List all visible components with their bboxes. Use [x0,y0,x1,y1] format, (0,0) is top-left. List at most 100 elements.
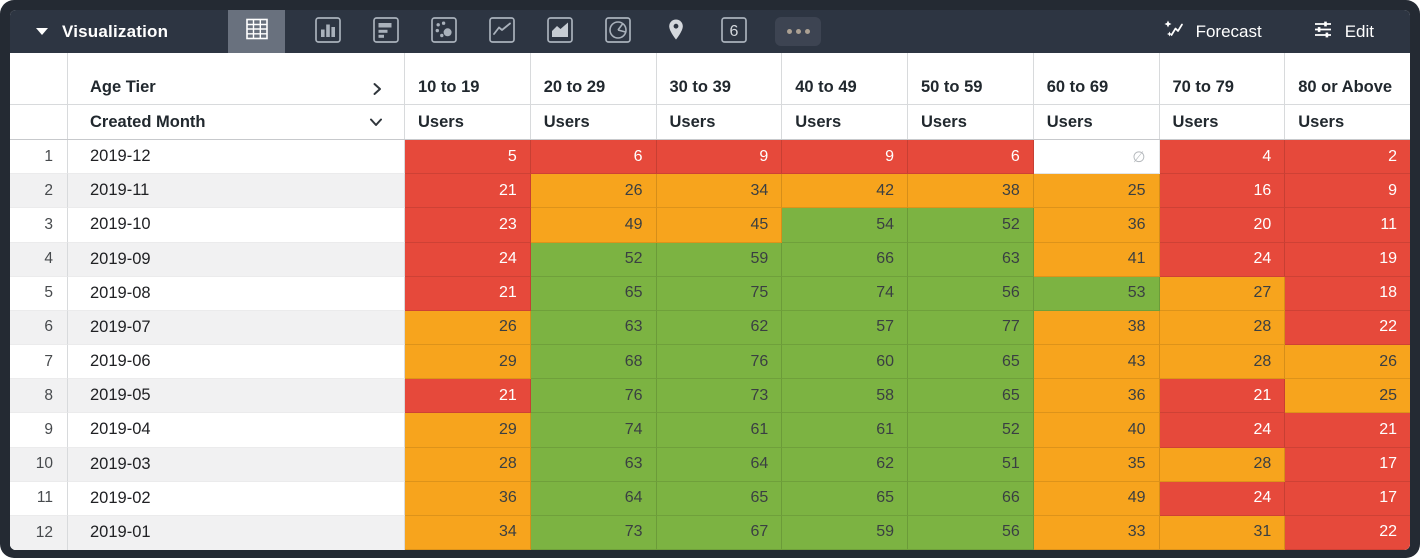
data-cell[interactable]: 52 [908,208,1034,243]
data-cell[interactable]: ∅ [1033,140,1160,175]
data-cell[interactable]: 51 [908,447,1034,482]
data-cell[interactable]: 45 [656,208,783,243]
data-cell[interactable]: 65 [530,276,657,311]
month-cell[interactable]: 2019-04 [68,413,405,448]
data-cell[interactable]: 28 [1159,310,1286,346]
data-cell[interactable]: 74 [530,413,657,448]
data-cell[interactable]: 18 [1285,276,1410,311]
data-cell[interactable]: 59 [656,242,783,277]
measure-header[interactable]: Users [907,105,1033,139]
month-cell[interactable]: 2019-07 [68,310,405,346]
month-cell[interactable]: 2019-01 [68,515,405,550]
data-cell[interactable]: 61 [782,413,908,448]
data-cell[interactable]: 5 [405,140,531,175]
data-cell[interactable]: 4 [1159,140,1286,175]
data-cell[interactable]: 61 [656,413,783,448]
data-cell[interactable]: 33 [1033,515,1160,550]
data-cell[interactable]: 67 [656,515,783,550]
data-cell[interactable]: 26 [530,174,657,209]
data-cell[interactable]: 9 [782,140,908,175]
data-cell[interactable]: 43 [1033,345,1160,380]
data-cell[interactable]: 75 [656,276,783,311]
month-cell[interactable]: 2019-03 [68,447,405,482]
data-cell[interactable]: 73 [530,515,657,550]
data-cell[interactable]: 28 [1159,447,1286,482]
column-header[interactable]: 40 to 49 [781,53,907,104]
measure-header[interactable]: Users [529,105,656,139]
data-cell[interactable]: 35 [1033,447,1160,482]
chart-type-single-value-button[interactable]: 6 [719,17,749,47]
month-cell[interactable]: 2019-11 [68,174,405,209]
chart-type-map-button[interactable] [661,17,691,47]
data-cell[interactable]: 41 [1033,242,1160,277]
chart-type-bar-chart-button[interactable] [371,17,401,47]
column-header[interactable]: 20 to 29 [529,53,656,104]
data-cell[interactable]: 25 [1285,379,1410,414]
forecast-button[interactable]: Forecast [1163,18,1262,45]
month-cell[interactable]: 2019-08 [68,276,405,311]
data-cell[interactable]: 66 [782,242,908,277]
measure-header[interactable]: Users [418,112,464,131]
data-cell[interactable]: 24 [405,242,531,277]
data-cell[interactable]: 36 [1033,379,1160,414]
data-cell[interactable]: 6 [530,140,657,175]
pivot-field-header[interactable]: Age Tier [68,53,405,104]
data-cell[interactable]: 62 [782,447,908,482]
data-cell[interactable]: 24 [1159,242,1286,277]
data-cell[interactable]: 76 [656,345,783,380]
data-cell[interactable]: 40 [1033,413,1160,448]
column-header[interactable]: 10 to 19 [418,78,480,96]
month-cell[interactable]: 2019-12 [68,140,405,175]
data-cell[interactable]: 64 [656,447,783,482]
data-cell[interactable]: 56 [908,515,1034,550]
data-cell[interactable]: 21 [405,379,531,414]
data-cell[interactable]: 22 [1285,310,1410,346]
data-cell[interactable]: 66 [908,481,1034,516]
measure-header[interactable]: Users [1284,105,1410,139]
data-cell[interactable]: 73 [656,379,783,414]
data-cell[interactable]: 63 [530,310,657,346]
data-cell[interactable]: 57 [782,310,908,346]
data-cell[interactable]: 59 [782,515,908,550]
row-field-header[interactable]: Created Month [68,105,405,139]
month-cell[interactable]: 2019-05 [68,379,405,414]
edit-button[interactable]: Edit [1312,18,1374,45]
data-cell[interactable]: 24 [1159,481,1286,516]
data-cell[interactable]: 68 [530,345,657,380]
data-cell[interactable]: 28 [1159,345,1286,380]
data-cell[interactable]: 52 [530,242,657,277]
data-cell[interactable]: 31 [1159,515,1286,550]
data-cell[interactable]: 60 [782,345,908,380]
data-cell[interactable]: 65 [656,481,783,516]
data-cell[interactable]: 58 [782,379,908,414]
data-cell[interactable]: 17 [1285,481,1410,516]
chart-type-scatter-plot-button[interactable] [429,17,459,47]
chart-type-line-chart-button[interactable] [487,17,517,47]
data-cell[interactable]: 64 [530,481,657,516]
measure-header[interactable]: Users [1158,105,1285,139]
data-cell[interactable]: 2 [1285,140,1410,175]
data-cell[interactable]: 29 [405,413,531,448]
month-cell[interactable]: 2019-10 [68,208,405,243]
data-cell[interactable]: 36 [405,481,531,516]
column-header[interactable]: 80 or Above [1284,53,1410,104]
data-cell[interactable]: 74 [782,276,908,311]
visualization-selector[interactable]: Visualization [10,10,228,53]
data-cell[interactable]: 63 [530,447,657,482]
data-cell[interactable]: 63 [908,242,1034,277]
data-cell[interactable]: 28 [405,447,531,482]
data-cell[interactable]: 17 [1285,447,1410,482]
month-cell[interactable]: 2019-09 [68,242,405,277]
data-cell[interactable]: 42 [782,174,908,209]
data-cell[interactable]: 36 [1033,208,1160,243]
measure-header[interactable]: Users [781,105,907,139]
data-cell[interactable]: 9 [656,140,783,175]
data-cell[interactable]: 11 [1285,208,1410,243]
data-cell[interactable]: 27 [1159,276,1286,311]
data-cell[interactable]: 22 [1285,515,1410,550]
data-cell[interactable]: 65 [908,345,1034,380]
data-cell[interactable]: 6 [908,140,1034,175]
column-header[interactable]: 60 to 69 [1032,53,1159,104]
data-cell[interactable]: 54 [782,208,908,243]
data-cell[interactable]: 26 [1285,345,1410,380]
